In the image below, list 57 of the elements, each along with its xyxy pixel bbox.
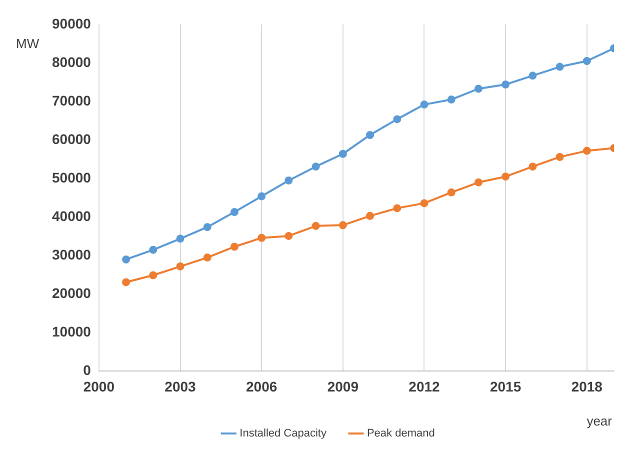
point <box>420 199 428 208</box>
point <box>366 130 374 139</box>
point <box>122 255 130 264</box>
y-tick-label: 20000 <box>52 284 92 301</box>
point <box>447 188 456 196</box>
point <box>149 271 158 280</box>
y-tick-label: 10000 <box>52 324 92 340</box>
x-tick-label: 2015 <box>490 378 522 394</box>
point <box>502 172 510 181</box>
point <box>582 57 591 66</box>
legend-label: Peak demand <box>366 428 435 440</box>
y-tick-label: 70000 <box>52 92 92 108</box>
y-tick-label: 50000 <box>52 169 92 186</box>
point <box>176 234 184 243</box>
x-tick-label: 2009 <box>327 378 359 394</box>
point <box>447 96 456 104</box>
point <box>556 152 564 161</box>
point <box>474 84 482 93</box>
point <box>149 246 158 254</box>
point <box>258 234 266 242</box>
y-axis-title: MW <box>16 36 40 52</box>
point <box>338 221 347 230</box>
point <box>338 150 347 158</box>
point <box>528 72 537 80</box>
point <box>176 262 184 270</box>
point <box>502 80 510 89</box>
point <box>203 223 212 232</box>
point <box>230 208 238 216</box>
point <box>582 146 591 155</box>
point <box>284 176 293 184</box>
point <box>393 115 402 124</box>
point <box>474 178 482 186</box>
legend-label: Installed Capacity <box>240 428 327 440</box>
x-tick-label: 2000 <box>83 378 115 394</box>
x-tick-label: 2018 <box>571 378 603 394</box>
point <box>258 192 266 200</box>
point <box>556 62 564 71</box>
y-tick-label: 90000 <box>52 15 92 32</box>
x-axis-title: year <box>586 413 613 428</box>
point <box>203 254 212 262</box>
y-tick-label: 30000 <box>52 246 92 262</box>
y-tick-label: 0 <box>83 362 92 378</box>
y-tick-label: 80000 <box>52 54 92 70</box>
x-tick-label: 2003 <box>164 378 196 394</box>
y-tick-label: 60000 <box>52 130 92 147</box>
point <box>230 242 238 251</box>
point <box>284 232 293 240</box>
y-tick-label: 40000 <box>52 208 92 224</box>
x-tick-label: 2006 <box>246 378 278 394</box>
point <box>393 204 402 212</box>
point <box>312 162 320 171</box>
point <box>312 222 320 230</box>
point <box>420 100 428 109</box>
point <box>366 212 374 220</box>
point <box>528 162 537 171</box>
x-tick-label: 2012 <box>408 378 440 394</box>
point <box>122 278 130 286</box>
